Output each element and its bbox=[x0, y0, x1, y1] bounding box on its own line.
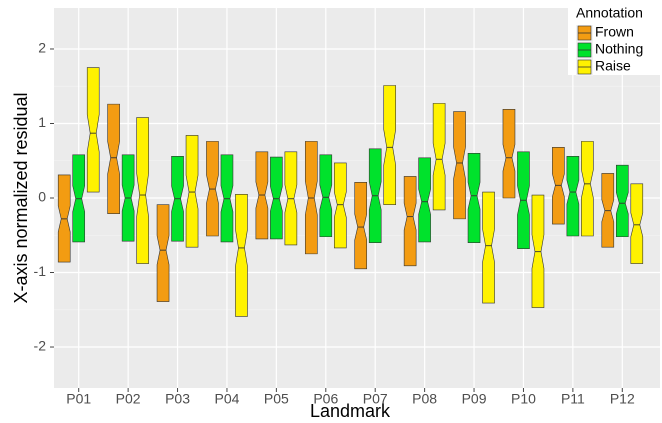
y-tick-label: -1 bbox=[34, 263, 47, 279]
x-tick-label: P09 bbox=[462, 391, 487, 407]
x-tick-label: P11 bbox=[561, 391, 585, 407]
box bbox=[383, 85, 397, 206]
box bbox=[502, 109, 516, 199]
box bbox=[453, 111, 466, 220]
box bbox=[403, 176, 417, 267]
x-tick-label: P01 bbox=[66, 391, 91, 407]
box bbox=[630, 183, 644, 264]
box bbox=[432, 103, 446, 211]
box bbox=[235, 193, 248, 317]
box bbox=[86, 67, 100, 193]
legend-label: Raise bbox=[595, 58, 631, 74]
box bbox=[566, 155, 580, 237]
x-tick-label: P08 bbox=[412, 391, 437, 407]
legend-label: Nothing bbox=[595, 41, 643, 57]
box bbox=[354, 182, 368, 270]
box bbox=[482, 191, 495, 304]
y-axis-title: X-axis normalized residual bbox=[11, 92, 31, 303]
box bbox=[136, 117, 149, 264]
y-tick-label: -2 bbox=[34, 338, 47, 354]
x-tick-label: P03 bbox=[165, 391, 190, 407]
x-tick-label: P10 bbox=[511, 391, 536, 407]
x-tick-label: P07 bbox=[363, 391, 388, 407]
x-tick-label: P05 bbox=[264, 391, 289, 407]
box bbox=[333, 162, 347, 249]
box bbox=[270, 156, 283, 240]
y-tick-label: 2 bbox=[38, 40, 46, 56]
x-tick-label: P04 bbox=[214, 391, 239, 407]
box bbox=[581, 141, 594, 237]
y-tick-label: 0 bbox=[38, 189, 46, 205]
box bbox=[319, 154, 333, 238]
box bbox=[156, 204, 170, 302]
box bbox=[107, 103, 120, 214]
box bbox=[467, 152, 481, 244]
x-tick-label: P02 bbox=[116, 391, 141, 407]
legend-label: Frown bbox=[595, 24, 634, 40]
box bbox=[185, 135, 199, 248]
x-axis-title: Landmark bbox=[310, 401, 391, 421]
x-tick-label: P12 bbox=[610, 391, 635, 407]
x-tick-label: P06 bbox=[313, 391, 338, 407]
y-tick-label: 1 bbox=[38, 114, 46, 130]
legend-title: Annotation bbox=[576, 5, 643, 21]
box bbox=[615, 164, 629, 238]
box bbox=[418, 157, 431, 243]
